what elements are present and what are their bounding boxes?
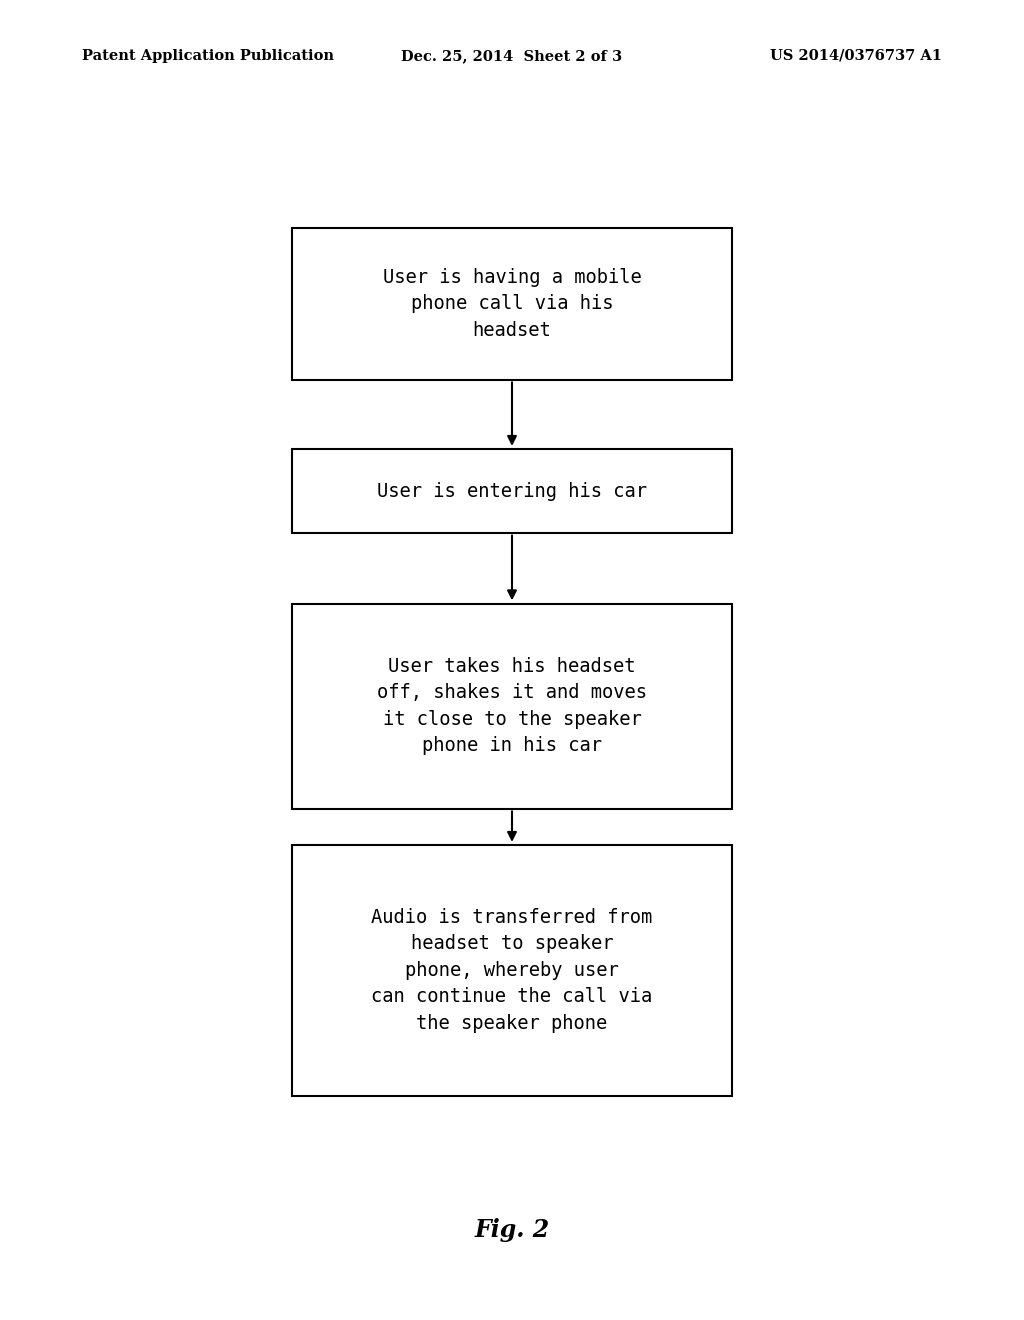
Bar	[292, 449, 732, 532]
Text: Audio is transferred from
headset to speaker
phone, whereby user
can continue th: Audio is transferred from headset to spe…	[372, 908, 652, 1032]
Bar	[292, 845, 732, 1096]
Text: Patent Application Publication: Patent Application Publication	[82, 49, 334, 63]
Bar	[292, 605, 732, 808]
Bar	[292, 227, 732, 380]
Text: Dec. 25, 2014  Sheet 2 of 3: Dec. 25, 2014 Sheet 2 of 3	[401, 49, 623, 63]
Text: US 2014/0376737 A1: US 2014/0376737 A1	[770, 49, 942, 63]
Text: User is having a mobile
phone call via his
headset: User is having a mobile phone call via h…	[383, 268, 641, 339]
Text: User takes his headset
off, shakes it and moves
it close to the speaker
phone in: User takes his headset off, shakes it an…	[377, 657, 647, 755]
Text: Fig. 2: Fig. 2	[474, 1218, 550, 1242]
Text: User is entering his car: User is entering his car	[377, 482, 647, 500]
